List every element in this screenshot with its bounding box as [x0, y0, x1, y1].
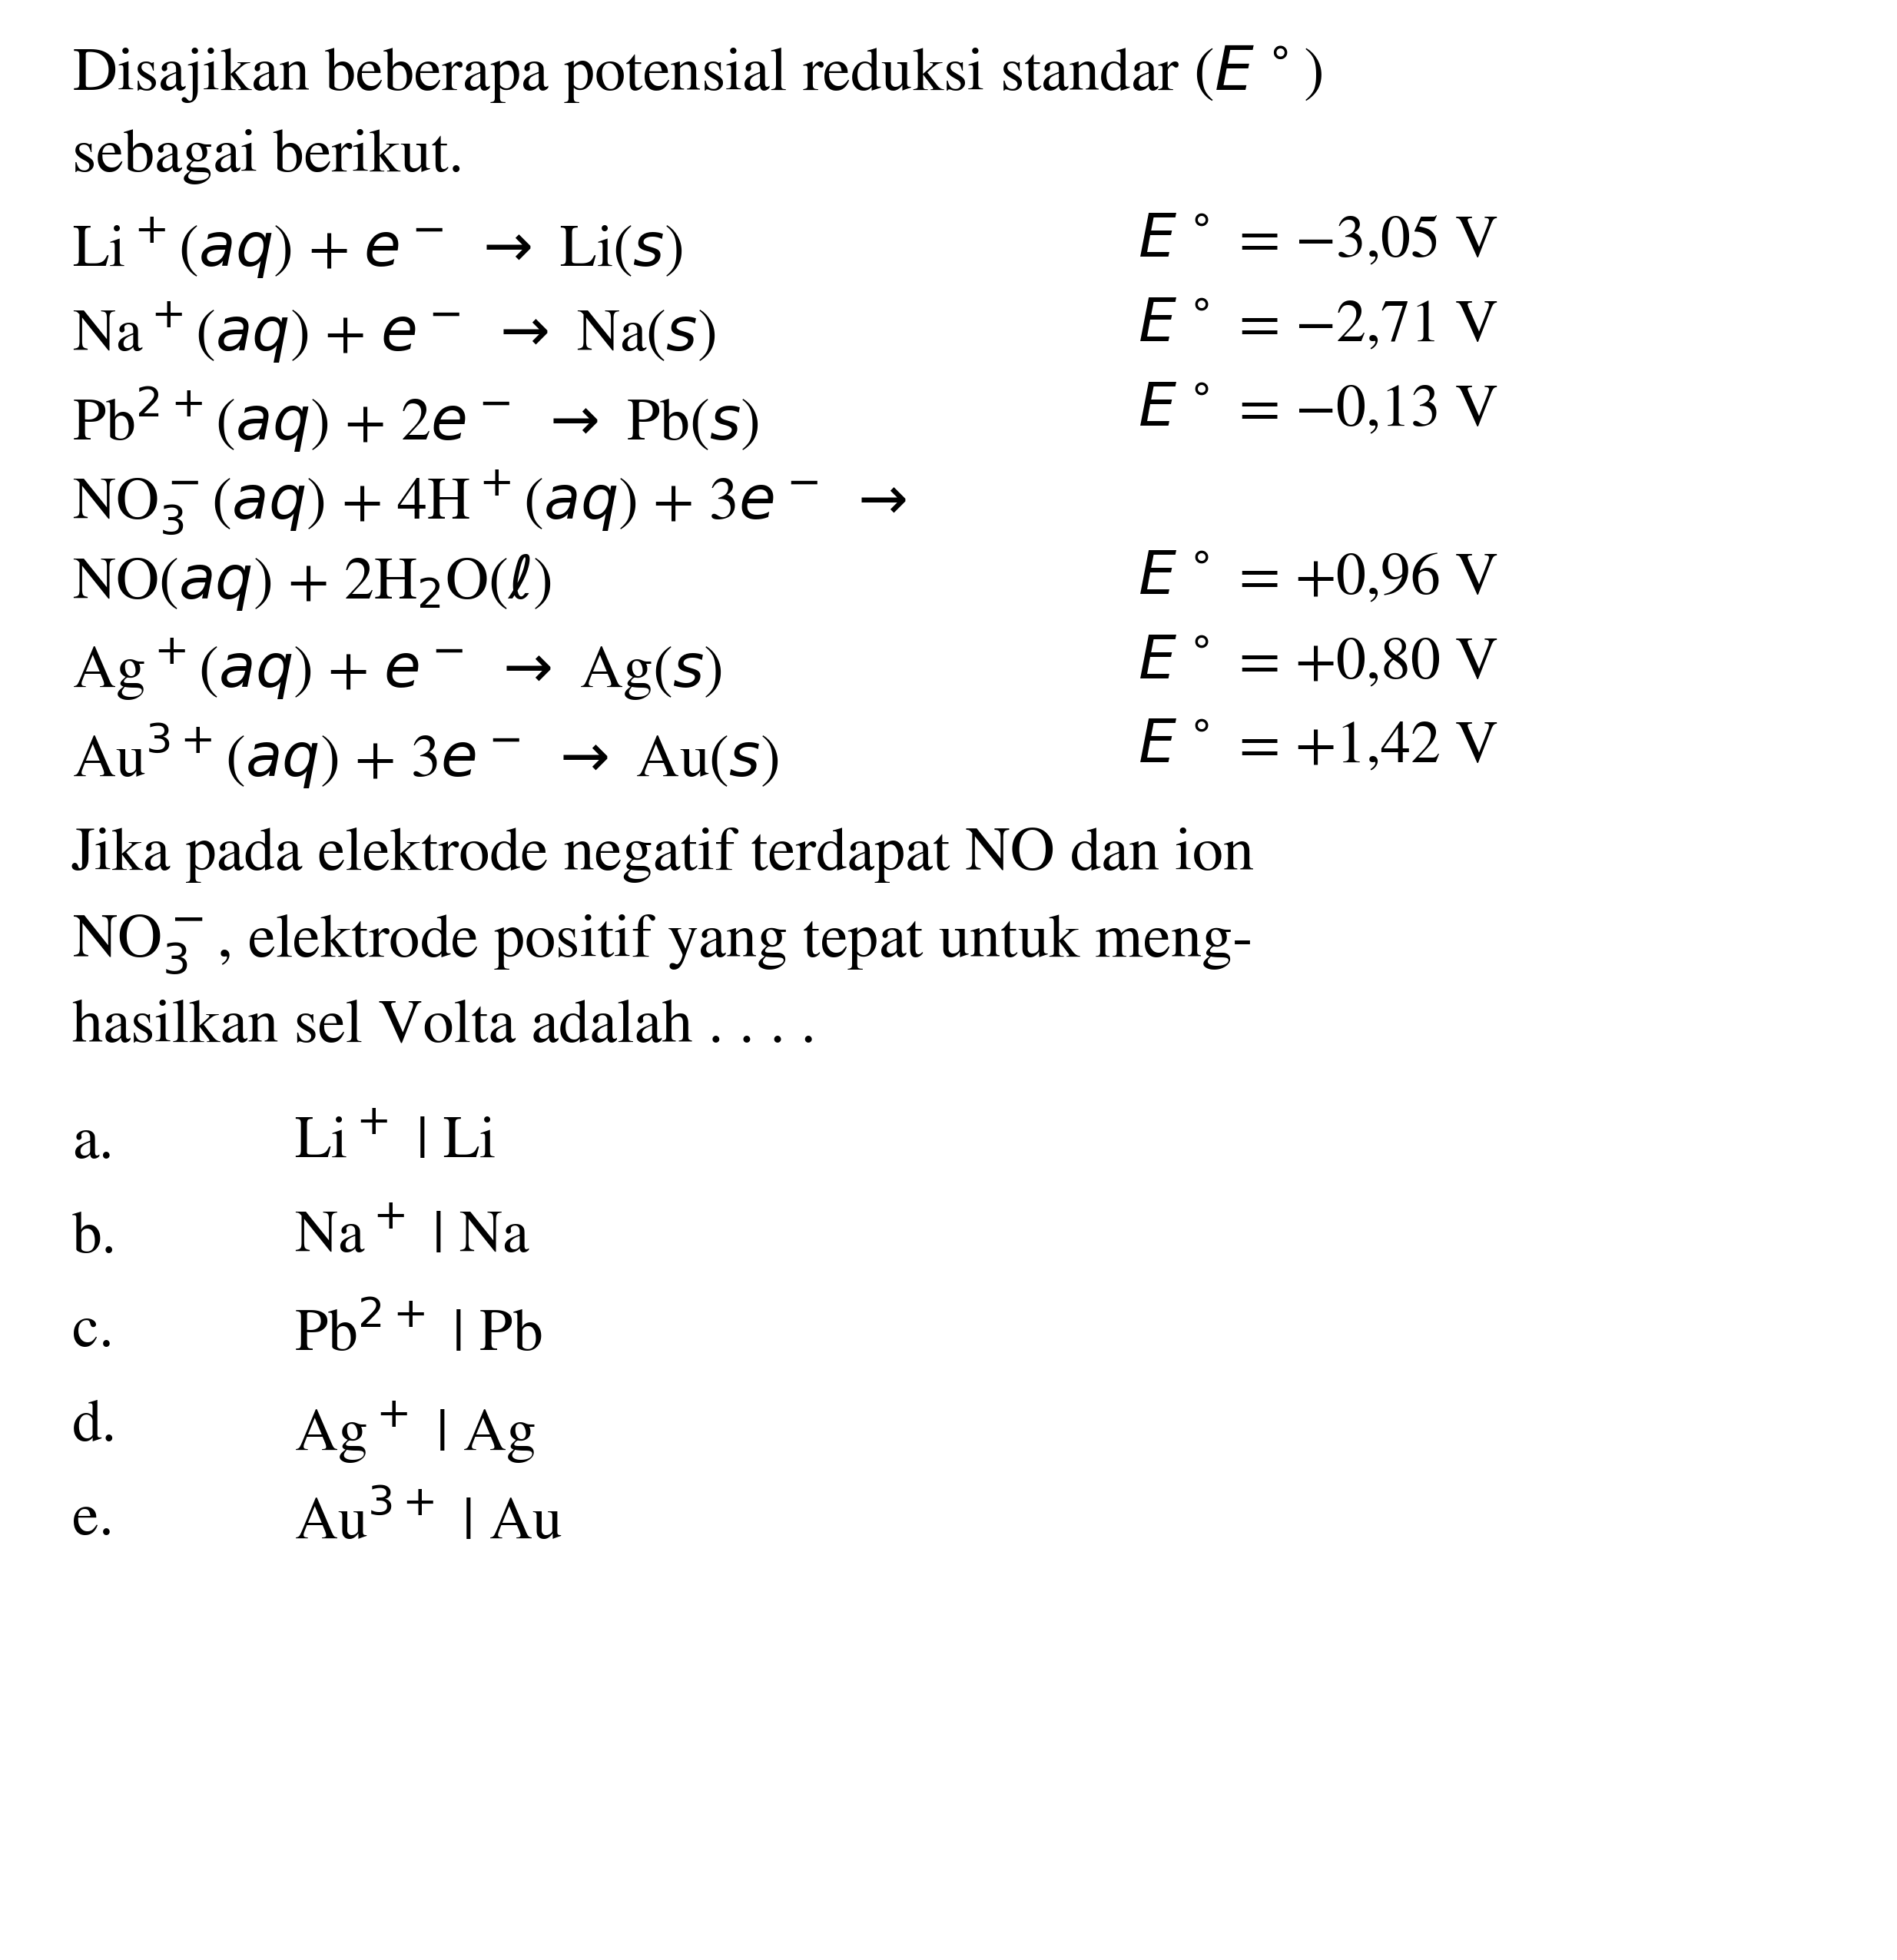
- Text: hasilkan sel Volta adalah . . . .: hasilkan sel Volta adalah . . . .: [72, 1000, 816, 1054]
- Text: $E^\circ$ = +0,80 V: $E^\circ$ = +0,80 V: [1138, 637, 1499, 692]
- Text: Ag$^+$($aq$) + $e^-$ $\rightarrow$ Ag($s$): Ag$^+$($aq$) + $e^-$ $\rightarrow$ Ag($s…: [72, 637, 723, 702]
- Text: e.: e.: [72, 1494, 114, 1548]
- Text: sebagai berikut.: sebagai berikut.: [72, 129, 463, 184]
- Text: d.: d.: [72, 1399, 118, 1454]
- Text: NO$_3^-$, elektrode positif yang tepat untuk meng-: NO$_3^-$, elektrode positif yang tepat u…: [72, 913, 1252, 976]
- Text: $E^\circ$ = +0,96 V: $E^\circ$ = +0,96 V: [1138, 553, 1499, 608]
- Text: Au$^{3+}$($aq$) + 3$e^-$ $\rightarrow$ Au($s$): Au$^{3+}$($aq$) + 3$e^-$ $\rightarrow$ A…: [72, 721, 778, 792]
- Text: Na$^+$($aq$) + $e^-$ $\rightarrow$ Na($s$): Na$^+$($aq$) + $e^-$ $\rightarrow$ Na($s…: [72, 300, 715, 365]
- Text: Jika pada elektrode negatif terdapat NO dan ion: Jika pada elektrode negatif terdapat NO …: [72, 827, 1254, 882]
- Text: $E^\circ$ = −3,05 V: $E^\circ$ = −3,05 V: [1138, 216, 1499, 270]
- Text: Li$^+$($aq$) + $e^-$ $\rightarrow$ Li($s$): Li$^+$($aq$) + $e^-$ $\rightarrow$ Li($s…: [72, 216, 683, 280]
- Text: $E^\circ$ = +1,42 V: $E^\circ$ = +1,42 V: [1138, 721, 1499, 776]
- Text: NO($aq$) + 2H$_2$O($\ell$): NO($aq$) + 2H$_2$O($\ell$): [72, 553, 552, 613]
- Text: Disajikan beberapa potensial reduksi standar ($E^\circ$): Disajikan beberapa potensial reduksi sta…: [72, 43, 1322, 104]
- Text: c.: c.: [72, 1305, 114, 1360]
- Text: Pb$^{2+}$ | Pb: Pb$^{2+}$ | Pb: [294, 1305, 543, 1364]
- Text: Na$^+$ | Na: Na$^+$ | Na: [294, 1211, 529, 1266]
- Text: NO$_3^-$($aq$) + 4H$^+$($aq$) + 3$e^-$ $\rightarrow$: NO$_3^-$($aq$) + 4H$^+$($aq$) + 3$e^-$ $…: [72, 468, 907, 537]
- Text: Au$^{3+}$ | Au: Au$^{3+}$ | Au: [294, 1494, 562, 1552]
- Text: Ag$^+$ | Ag: Ag$^+$ | Ag: [294, 1399, 535, 1464]
- Text: b.: b.: [72, 1211, 118, 1266]
- Text: Pb$^{2+}$($aq$) + 2$e^-$ $\rightarrow$ Pb($s$): Pb$^{2+}$($aq$) + 2$e^-$ $\rightarrow$ P…: [72, 384, 759, 455]
- Text: Li$^+$ | Li: Li$^+$ | Li: [294, 1117, 495, 1172]
- Text: a.: a.: [72, 1117, 114, 1172]
- Text: $E^\circ$ = −0,13 V: $E^\circ$ = −0,13 V: [1138, 384, 1499, 439]
- Text: $E^\circ$ = −2,71 V: $E^\circ$ = −2,71 V: [1138, 300, 1499, 355]
